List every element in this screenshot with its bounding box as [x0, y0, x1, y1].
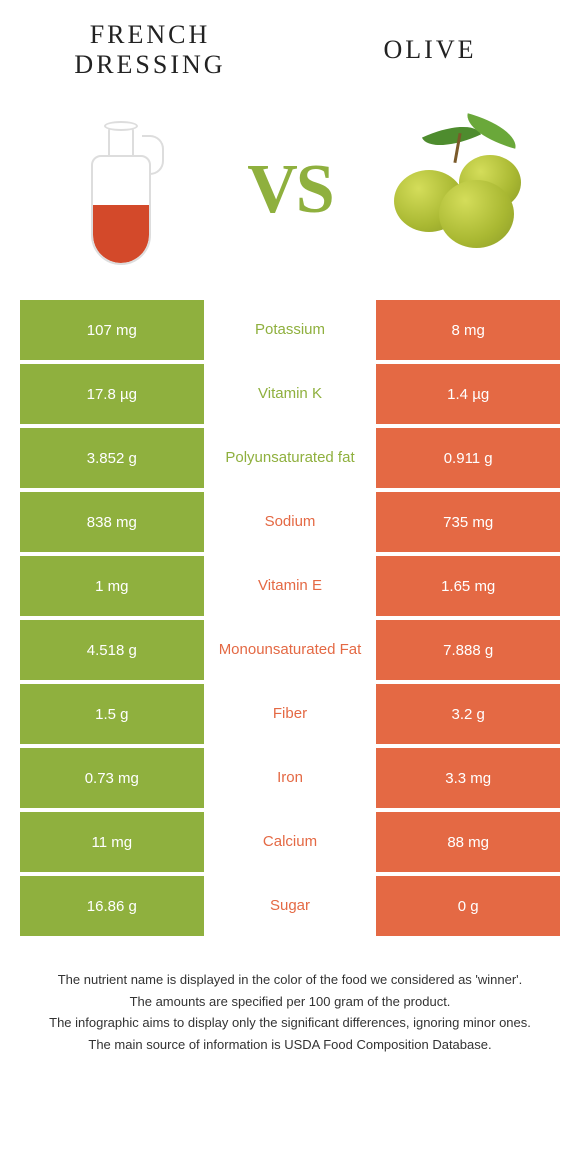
- table-row: 1.5 gFiber3.2 g: [20, 684, 560, 744]
- nutrient-label: Monounsaturated Fat: [204, 620, 377, 680]
- footer-line: The amounts are specified per 100 gram o…: [30, 992, 550, 1012]
- right-value: 1.65 mg: [376, 556, 560, 616]
- nutrient-label: Polyunsaturated fat: [204, 428, 377, 488]
- footer-notes: The nutrient name is displayed in the co…: [0, 940, 580, 1066]
- nutrient-label: Sugar: [204, 876, 377, 936]
- footer-line: The nutrient name is displayed in the co…: [30, 970, 550, 990]
- footer-line: The infographic aims to display only the…: [30, 1013, 550, 1033]
- right-value: 88 mg: [376, 812, 560, 872]
- nutrient-label: Iron: [204, 748, 377, 808]
- table-row: 838 mgSodium735 mg: [20, 492, 560, 552]
- table-row: 17.8 µgVitamin K1.4 µg: [20, 364, 560, 424]
- left-food-title: FRENCH DRESSING: [24, 20, 276, 80]
- table-row: 1 mgVitamin E1.65 mg: [20, 556, 560, 616]
- nutrient-label: Sodium: [204, 492, 377, 552]
- table-row: 0.73 mgIron3.3 mg: [20, 748, 560, 808]
- olive-icon: [384, 105, 534, 275]
- left-value: 11 mg: [20, 812, 204, 872]
- table-row: 16.86 gSugar0 g: [20, 876, 560, 936]
- nutrient-label: Fiber: [204, 684, 377, 744]
- left-value: 0.73 mg: [20, 748, 204, 808]
- left-value: 4.518 g: [20, 620, 204, 680]
- footer-line: The main source of information is USDA F…: [30, 1035, 550, 1055]
- left-value: 3.852 g: [20, 428, 204, 488]
- right-value: 735 mg: [376, 492, 560, 552]
- vs-label: VS: [247, 150, 332, 230]
- table-row: 107 mgPotassium8 mg: [20, 300, 560, 360]
- right-value: 0 g: [376, 876, 560, 936]
- right-food-title: OLIVE: [304, 35, 556, 65]
- left-value: 838 mg: [20, 492, 204, 552]
- left-value: 16.86 g: [20, 876, 204, 936]
- right-value: 3.2 g: [376, 684, 560, 744]
- table-row: 11 mgCalcium88 mg: [20, 812, 560, 872]
- comparison-table: 107 mgPotassium8 mg17.8 µgVitamin K1.4 µ…: [0, 300, 580, 936]
- nutrient-label: Calcium: [204, 812, 377, 872]
- table-row: 4.518 gMonounsaturated Fat7.888 g: [20, 620, 560, 680]
- right-value: 8 mg: [376, 300, 560, 360]
- right-value: 3.3 mg: [376, 748, 560, 808]
- nutrient-label: Potassium: [204, 300, 377, 360]
- images-row: VS: [0, 90, 580, 300]
- right-value: 1.4 µg: [376, 364, 560, 424]
- table-row: 3.852 gPolyunsaturated fat0.911 g: [20, 428, 560, 488]
- header: FRENCH DRESSING OLIVE: [0, 0, 580, 90]
- right-value: 7.888 g: [376, 620, 560, 680]
- left-value: 1 mg: [20, 556, 204, 616]
- nutrient-label: Vitamin K: [204, 364, 377, 424]
- french-dressing-icon: [46, 105, 196, 275]
- left-value: 107 mg: [20, 300, 204, 360]
- right-value: 0.911 g: [376, 428, 560, 488]
- left-value: 17.8 µg: [20, 364, 204, 424]
- left-value: 1.5 g: [20, 684, 204, 744]
- nutrient-label: Vitamin E: [204, 556, 377, 616]
